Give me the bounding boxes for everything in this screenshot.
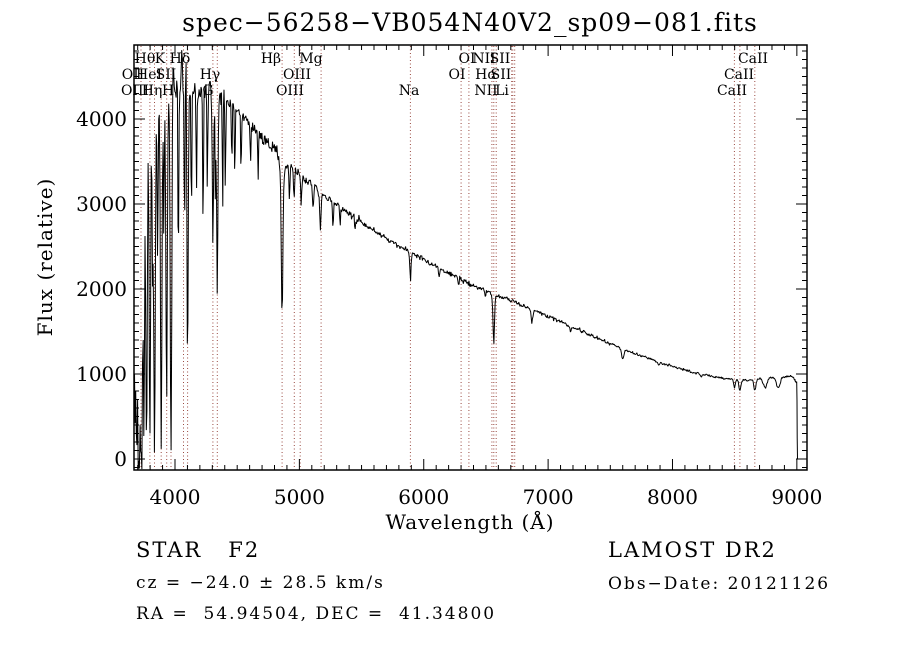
spectral-line-label: HeI	[136, 67, 162, 83]
spectral-line-label: H	[162, 83, 174, 99]
spectral-line-label: CaII	[717, 83, 747, 99]
radec-annotation: RA = 54.94504, DEC = 41.34800	[136, 604, 496, 624]
spectral-line-label: Mg	[299, 51, 322, 67]
y-tick-label: 4000	[76, 107, 127, 131]
axis-tick-labels: 4000 5000 6000 7000 8000 9000 0 1000 2000 3000 400…	[76, 107, 822, 509]
spectral-line-label: Hη	[142, 83, 163, 99]
axis-ticks	[134, 45, 807, 470]
spectral-line-label: SII	[156, 67, 177, 83]
obsdate-annotation: Obs−Date: 20121126	[608, 574, 830, 594]
x-tick-label: 8000	[647, 485, 698, 509]
cz-annotation: cz = −24.0 ± 28.5 km/s	[136, 573, 385, 593]
spectral-line-label: SII	[490, 51, 511, 67]
class-annotation: STAR F2	[136, 538, 260, 562]
spectral-line-label: OII	[122, 67, 145, 83]
spectral-line-label: Hθ	[135, 51, 156, 67]
x-tick-label: 9000	[771, 485, 822, 509]
spectral-line-label: Li	[495, 83, 509, 99]
plot-frame	[133, 44, 808, 471]
x-tick-label: 7000	[523, 485, 574, 509]
spectral-line-label: NII	[474, 83, 497, 99]
spectral-line-label: OIII	[276, 83, 304, 99]
spectral-line-label: Hα	[475, 67, 497, 83]
spectral-line-label: OIII	[283, 67, 311, 83]
spectrum-trace	[134, 50, 798, 470]
spectral-line-label: OI	[458, 51, 475, 67]
spectral-line-label: Hγ	[200, 67, 221, 83]
y-tick-label: 2000	[76, 277, 127, 301]
y-tick-label: 0	[114, 447, 127, 471]
x-tick-label: 4000	[150, 485, 201, 509]
spectral-line-label: G	[202, 83, 213, 99]
y-axis-label: Flux (relative)	[33, 178, 57, 337]
x-axis-label: Wavelength (Å)	[385, 509, 554, 534]
spectral-line-label: Na	[399, 83, 420, 99]
spectral-line-label: Hδ	[170, 51, 191, 67]
x-tick-label: 6000	[398, 485, 449, 509]
spectral-line-label: OI	[448, 67, 465, 83]
spectral-line-label: Hβ	[261, 51, 281, 67]
spectral-line-label: NII	[472, 51, 495, 67]
spectral-line-label: CaII	[738, 51, 768, 67]
plot-title: spec−56258−VB054N40V2_sp09−081.fits	[182, 8, 758, 37]
spectral-line-label: OIII	[121, 83, 149, 99]
spectral-line-label: K	[155, 51, 166, 67]
y-tick-label: 1000	[76, 362, 127, 386]
x-tick-label: 5000	[274, 485, 325, 509]
y-tick-label: 3000	[76, 192, 127, 216]
survey-annotation: LAMOST DR2	[608, 538, 777, 562]
spectral-line-label: CaII	[724, 67, 754, 83]
spectral-line-label: SII	[491, 67, 512, 83]
